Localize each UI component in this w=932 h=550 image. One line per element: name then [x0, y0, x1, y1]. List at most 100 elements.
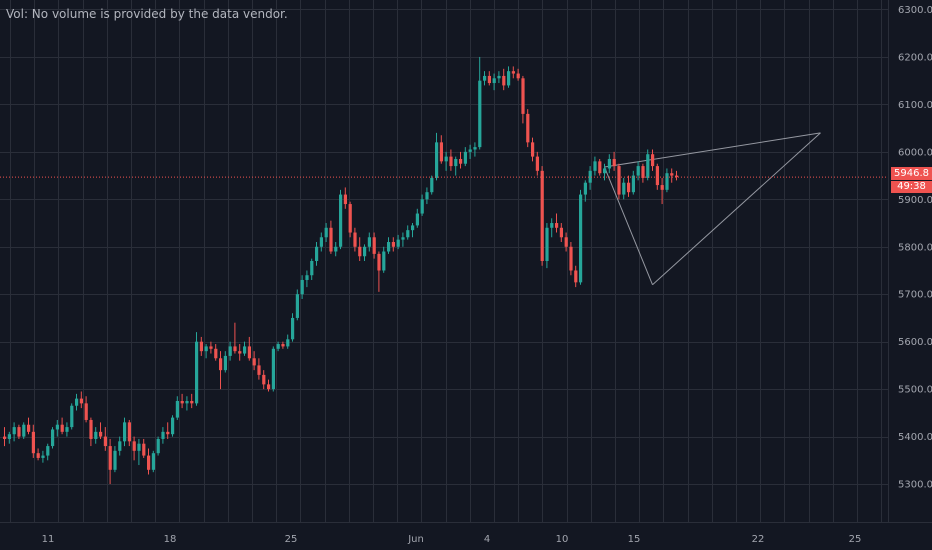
candle[interactable] — [79, 391, 83, 409]
candle-body[interactable] — [65, 427, 69, 432]
candle-body[interactable] — [238, 351, 242, 354]
candle[interactable] — [118, 436, 122, 456]
candle[interactable] — [463, 147, 467, 167]
candle-body[interactable] — [617, 166, 621, 195]
candle[interactable] — [420, 194, 424, 216]
candle-body[interactable] — [190, 400, 194, 404]
candle-body[interactable] — [564, 237, 568, 247]
candle[interactable] — [99, 422, 103, 439]
candle-body[interactable] — [89, 419, 93, 439]
candle-body[interactable] — [526, 113, 530, 143]
candle-body[interactable] — [324, 227, 328, 238]
candle[interactable] — [569, 242, 573, 276]
candle-body[interactable] — [267, 384, 271, 390]
candle[interactable] — [233, 322, 237, 354]
candle-body[interactable] — [271, 348, 275, 390]
candle[interactable] — [598, 158, 602, 176]
candle[interactable] — [214, 344, 218, 361]
candle-body[interactable] — [243, 346, 247, 354]
candle-body[interactable] — [377, 253, 381, 271]
candle[interactable] — [27, 417, 31, 435]
candle[interactable] — [497, 71, 501, 84]
candle-body[interactable] — [435, 142, 439, 178]
candle[interactable] — [406, 225, 410, 240]
candle-body[interactable] — [214, 348, 218, 359]
candle[interactable] — [430, 175, 434, 195]
candle-body[interactable] — [463, 151, 467, 164]
candle-body[interactable] — [622, 182, 626, 195]
candle-body[interactable] — [281, 344, 285, 347]
candle-body[interactable] — [123, 422, 127, 442]
candle-body[interactable] — [670, 173, 674, 176]
candle[interactable] — [243, 341, 247, 356]
candle[interactable] — [89, 417, 93, 447]
candle-body[interactable] — [387, 242, 391, 252]
candle[interactable] — [271, 346, 275, 392]
candle-body[interactable] — [559, 227, 563, 238]
candles-layer[interactable] — [3, 56, 679, 485]
candle-body[interactable] — [51, 429, 55, 447]
candle-body[interactable] — [108, 446, 112, 470]
candle[interactable] — [238, 344, 242, 361]
candle[interactable] — [415, 208, 419, 228]
candle-body[interactable] — [142, 443, 146, 456]
candle[interactable] — [209, 341, 213, 354]
candle-body[interactable] — [655, 166, 659, 186]
candle[interactable] — [65, 422, 69, 437]
candle-body[interactable] — [483, 75, 487, 81]
candle-body[interactable] — [660, 185, 664, 190]
candle-body[interactable] — [473, 147, 477, 150]
candle[interactable] — [12, 422, 16, 442]
candle-body[interactable] — [7, 434, 11, 439]
candle[interactable] — [646, 149, 650, 181]
candle-body[interactable] — [127, 422, 131, 442]
candle-body[interactable] — [219, 358, 223, 371]
candle-body[interactable] — [70, 405, 74, 428]
candle-body[interactable] — [257, 365, 261, 375]
candle[interactable] — [195, 332, 199, 406]
candle-body[interactable] — [631, 175, 635, 193]
candle-body[interactable] — [425, 192, 429, 200]
candle-body[interactable] — [204, 346, 208, 352]
candle-body[interactable] — [137, 443, 141, 451]
candle[interactable] — [478, 56, 482, 150]
candle[interactable] — [449, 149, 453, 171]
candle-body[interactable] — [353, 232, 357, 247]
candle[interactable] — [305, 270, 309, 288]
candle[interactable] — [55, 419, 59, 437]
candle-body[interactable] — [555, 223, 559, 228]
candle-body[interactable] — [118, 441, 122, 451]
candle-body[interactable] — [612, 158, 616, 167]
candle[interactable] — [132, 436, 136, 461]
candle[interactable] — [113, 446, 117, 473]
candle[interactable] — [315, 242, 319, 266]
candle[interactable] — [329, 220, 333, 254]
candle-body[interactable] — [646, 154, 650, 178]
candle-body[interactable] — [478, 80, 482, 148]
candle-body[interactable] — [252, 358, 256, 366]
candle[interactable] — [147, 448, 151, 475]
candle-body[interactable] — [516, 73, 520, 79]
candle[interactable] — [142, 438, 146, 458]
candle[interactable] — [175, 396, 179, 420]
candle[interactable] — [108, 438, 112, 485]
candle-body[interactable] — [12, 427, 16, 435]
candle-body[interactable] — [459, 158, 463, 164]
candle-body[interactable] — [579, 194, 583, 283]
candle-body[interactable] — [411, 225, 415, 231]
candle-body[interactable] — [180, 400, 184, 404]
candle-body[interactable] — [339, 194, 343, 247]
candle[interactable] — [564, 232, 568, 252]
candle-body[interactable] — [166, 431, 170, 435]
candle[interactable] — [660, 177, 664, 205]
candle-body[interactable] — [487, 75, 491, 84]
candle-body[interactable] — [627, 182, 631, 193]
candle[interactable] — [295, 289, 299, 321]
candle[interactable] — [151, 450, 155, 473]
candle[interactable] — [516, 68, 520, 81]
candle[interactable] — [574, 265, 578, 288]
drawings-layer[interactable] — [604, 132, 821, 286]
candle-body[interactable] — [449, 156, 453, 167]
candle[interactable] — [622, 177, 626, 200]
candle[interactable] — [651, 149, 655, 171]
